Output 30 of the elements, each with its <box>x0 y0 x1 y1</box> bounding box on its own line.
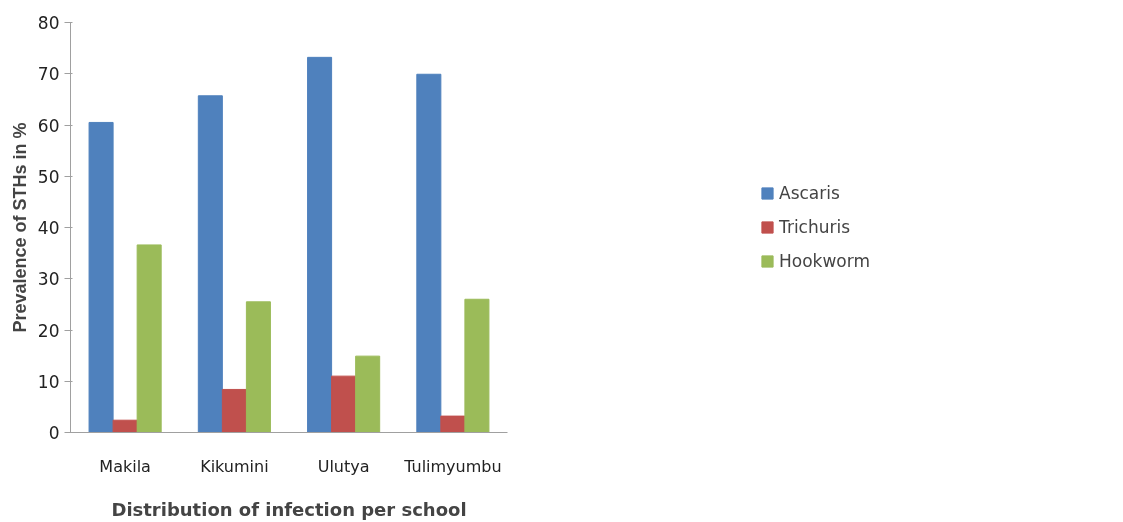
y-tick-label: 30 <box>37 269 60 290</box>
x-tick-label: Kikumini <box>200 456 269 476</box>
bar <box>331 375 357 433</box>
legend-label: Trichuris <box>779 217 851 237</box>
y-tick-label: 80 <box>37 13 60 33</box>
y-tick-label: 40 <box>37 218 60 238</box>
bar <box>440 415 466 433</box>
x-tick-label: Tulimyumbu <box>403 456 502 476</box>
legend-label: Ascaris <box>779 183 840 203</box>
bar <box>355 355 381 433</box>
bar <box>197 95 223 433</box>
y-tick-label: 60 <box>37 115 60 136</box>
bar <box>221 388 247 433</box>
bar <box>88 121 114 433</box>
bar <box>245 301 271 433</box>
bar <box>307 56 333 433</box>
y-tick-label: 20 <box>37 320 60 341</box>
y-tick-label: 70 <box>37 64 60 85</box>
bar <box>464 298 490 433</box>
y-tick-label: 0 <box>48 423 60 443</box>
bar <box>416 73 442 433</box>
x-axis-title: Distribution of infection per school <box>111 498 467 520</box>
bar <box>112 419 138 433</box>
y-tick-label: 50 <box>37 166 60 187</box>
bar <box>136 244 162 433</box>
y-axis-title: Prevalence of STHs in % <box>9 122 30 333</box>
x-tick-label: Ulutya <box>317 456 370 476</box>
y-tick-label: 10 <box>37 371 60 392</box>
legend-label: Hookworm <box>779 251 870 271</box>
x-tick-label: Makila <box>99 456 151 476</box>
